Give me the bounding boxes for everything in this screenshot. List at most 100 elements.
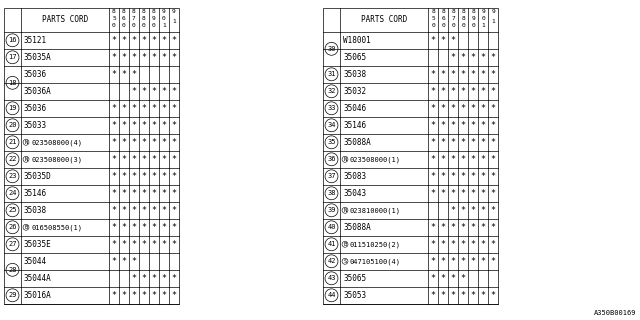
Text: *: * <box>431 257 435 266</box>
Text: *: * <box>131 121 136 130</box>
Text: *: * <box>111 223 116 232</box>
Text: *: * <box>161 206 166 215</box>
Text: *: * <box>461 172 465 181</box>
Text: *: * <box>470 87 476 96</box>
Text: *: * <box>451 206 456 215</box>
Text: 35044: 35044 <box>24 257 47 266</box>
Text: *: * <box>152 155 157 164</box>
Text: 8: 8 <box>451 9 455 14</box>
Text: *: * <box>122 121 127 130</box>
Text: 9: 9 <box>471 16 475 21</box>
Text: *: * <box>152 223 157 232</box>
Text: *: * <box>481 70 486 79</box>
Text: *: * <box>122 291 127 300</box>
Text: *: * <box>440 189 445 198</box>
Text: *: * <box>490 223 495 232</box>
Text: *: * <box>131 36 136 45</box>
Text: 6: 6 <box>441 16 445 21</box>
Text: *: * <box>431 155 435 164</box>
Text: 8: 8 <box>461 16 465 21</box>
Text: 35035E: 35035E <box>24 240 52 249</box>
Text: *: * <box>131 53 136 62</box>
Text: *: * <box>152 87 157 96</box>
Text: *: * <box>481 223 486 232</box>
Text: 016508550(1): 016508550(1) <box>31 224 82 230</box>
Text: *: * <box>111 189 116 198</box>
Text: 42: 42 <box>327 258 336 264</box>
Text: *: * <box>440 36 445 45</box>
Text: 35035A: 35035A <box>24 53 52 62</box>
Text: *: * <box>111 70 116 79</box>
Text: *: * <box>461 138 465 147</box>
Text: 35038: 35038 <box>24 206 47 215</box>
Text: 9: 9 <box>481 9 485 14</box>
Text: *: * <box>470 206 476 215</box>
Text: *: * <box>461 155 465 164</box>
Text: 35033: 35033 <box>24 121 47 130</box>
Text: 19: 19 <box>8 105 17 111</box>
Text: *: * <box>111 36 116 45</box>
Text: *: * <box>490 138 495 147</box>
Text: *: * <box>451 138 456 147</box>
Text: 35121: 35121 <box>24 36 47 45</box>
Text: *: * <box>490 87 495 96</box>
Text: *: * <box>461 189 465 198</box>
Text: 6: 6 <box>122 16 126 21</box>
Text: 0: 0 <box>481 16 485 21</box>
Text: *: * <box>481 240 486 249</box>
Text: *: * <box>122 138 127 147</box>
Text: *: * <box>141 121 147 130</box>
Text: *: * <box>172 155 177 164</box>
Text: *: * <box>122 70 127 79</box>
Text: *: * <box>440 257 445 266</box>
Text: *: * <box>490 121 495 130</box>
Text: *: * <box>440 155 445 164</box>
Text: 8: 8 <box>142 9 146 14</box>
Text: *: * <box>111 121 116 130</box>
Text: *: * <box>141 172 147 181</box>
Text: *: * <box>141 87 147 96</box>
Text: *: * <box>141 53 147 62</box>
Text: 8: 8 <box>431 9 435 14</box>
Text: *: * <box>470 53 476 62</box>
Text: *: * <box>152 36 157 45</box>
Text: 0: 0 <box>162 16 166 21</box>
Text: 8: 8 <box>142 16 146 21</box>
Text: *: * <box>161 240 166 249</box>
Text: *: * <box>451 240 456 249</box>
Text: *: * <box>490 155 495 164</box>
Text: *: * <box>451 87 456 96</box>
Text: *: * <box>440 121 445 130</box>
Text: *: * <box>431 223 435 232</box>
Text: *: * <box>172 274 177 283</box>
Text: *: * <box>172 36 177 45</box>
Text: *: * <box>461 291 465 300</box>
Text: *: * <box>161 104 166 113</box>
Text: *: * <box>122 53 127 62</box>
Text: 39: 39 <box>327 207 336 213</box>
Text: W18001: W18001 <box>343 36 371 45</box>
Text: *: * <box>481 291 486 300</box>
Text: *: * <box>141 155 147 164</box>
Text: 5: 5 <box>112 16 116 21</box>
Text: 8: 8 <box>122 9 126 14</box>
Text: PARTS CORD: PARTS CORD <box>42 15 88 24</box>
Text: 31: 31 <box>327 71 336 77</box>
Text: *: * <box>440 291 445 300</box>
Text: 1: 1 <box>162 23 166 28</box>
Text: *: * <box>461 70 465 79</box>
Text: 0: 0 <box>451 23 455 28</box>
Text: 32: 32 <box>327 88 336 94</box>
Text: 36: 36 <box>327 156 336 162</box>
Bar <box>4 8 179 304</box>
Text: *: * <box>172 189 177 198</box>
Text: *: * <box>431 189 435 198</box>
Text: *: * <box>481 138 486 147</box>
Text: *: * <box>490 206 495 215</box>
Text: 21: 21 <box>8 139 17 145</box>
Text: *: * <box>152 291 157 300</box>
Text: N: N <box>344 208 347 213</box>
Text: *: * <box>111 53 116 62</box>
Text: 047105100(4): 047105100(4) <box>350 258 401 265</box>
Text: 011510250(2): 011510250(2) <box>350 241 401 248</box>
